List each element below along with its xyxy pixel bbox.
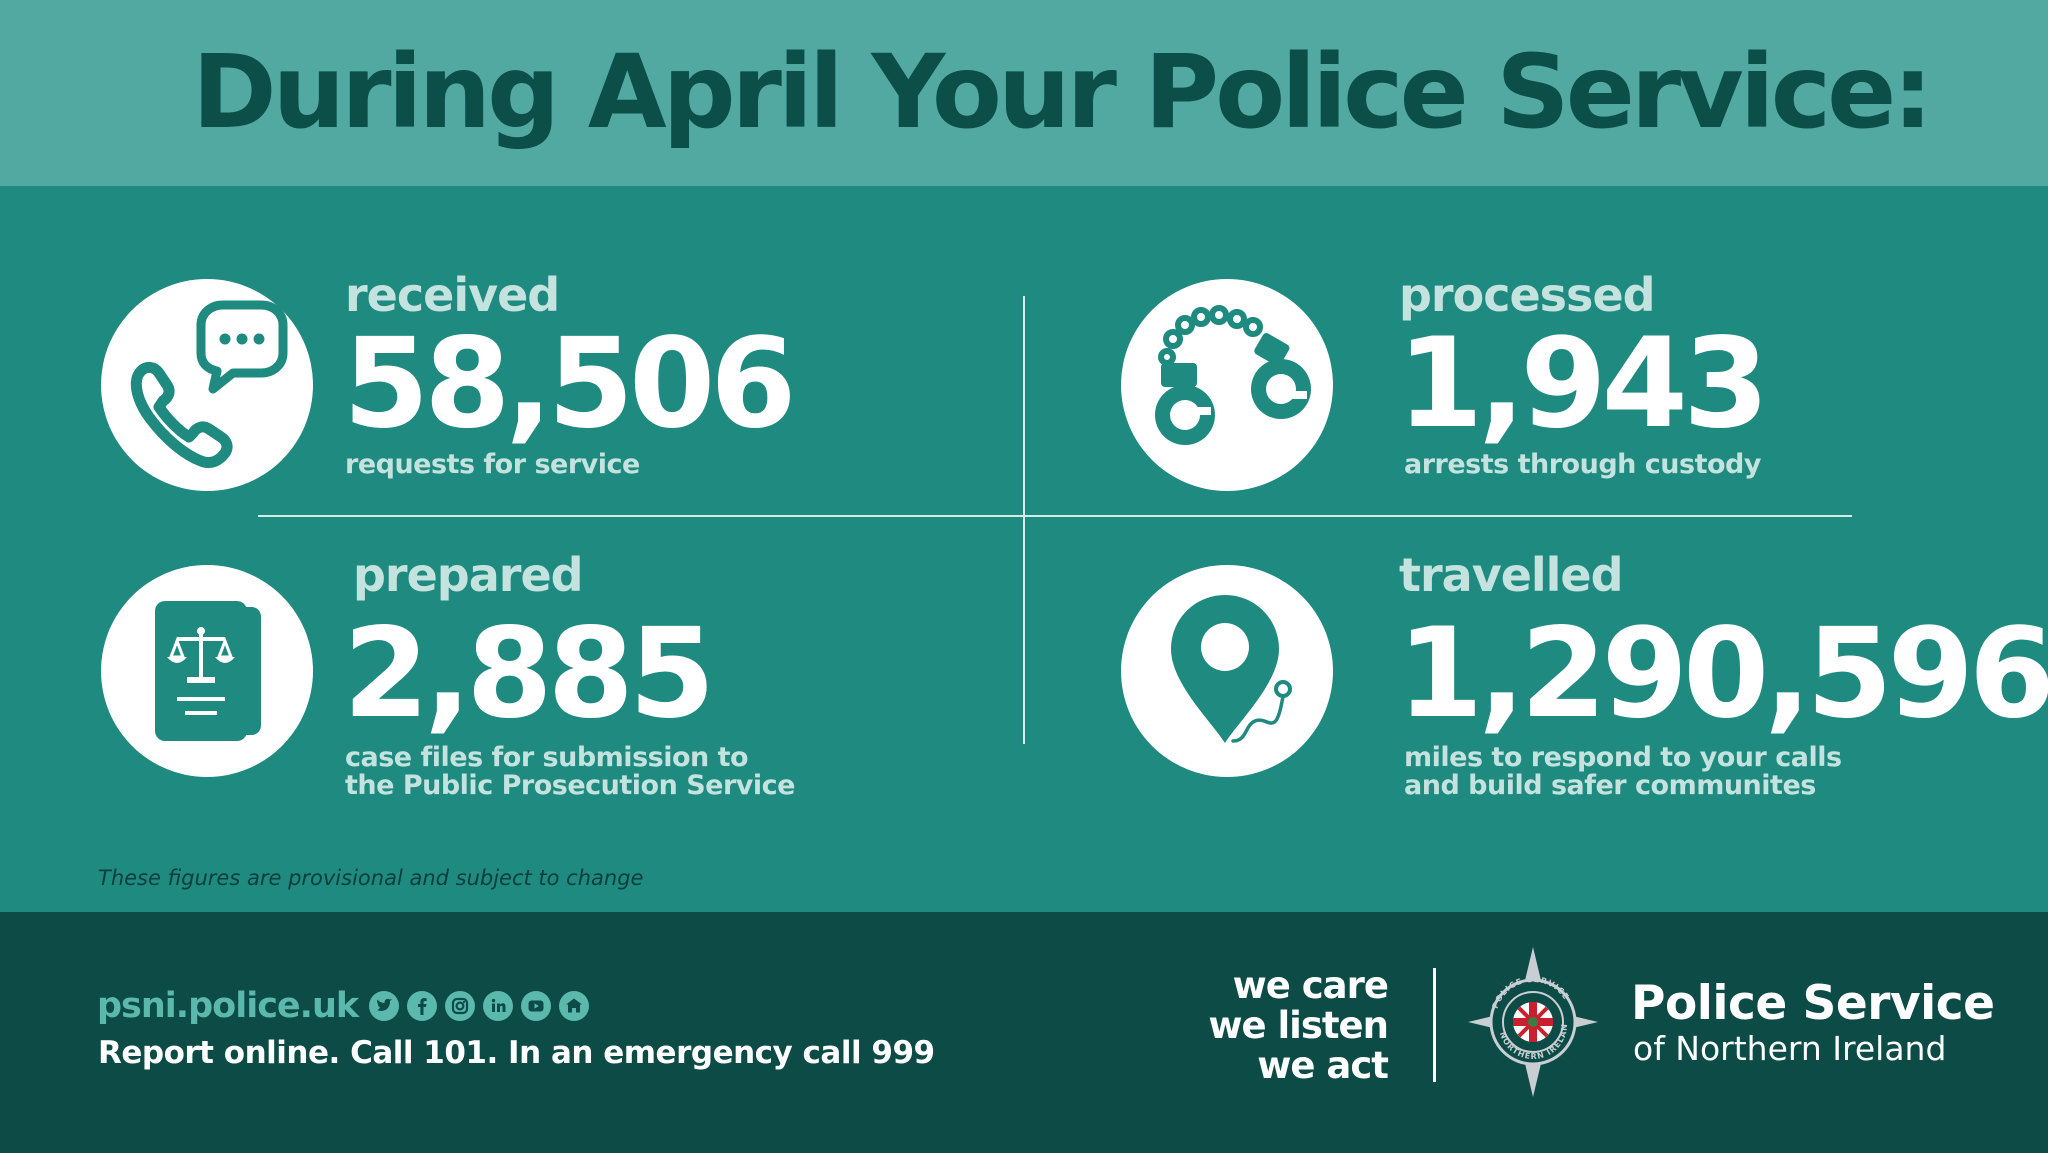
stat-travelled-value: 1,290,596 [1397, 602, 2048, 746]
handcuffs-icon [1121, 279, 1333, 491]
map-pin-icon [1121, 565, 1333, 777]
stat-processed-label: processed [1399, 268, 1656, 322]
stat-processed-desc: arrests through custody [1404, 449, 1761, 480]
linkedin-icon[interactable] [483, 991, 513, 1021]
stat-travelled-desc: miles to respond to your calls and build… [1404, 742, 1842, 802]
instagram-icon[interactable] [445, 991, 475, 1021]
twitter-icon[interactable] [369, 991, 399, 1021]
footer [0, 912, 2048, 1153]
page-title: During April Your Police Service: [192, 33, 1933, 152]
header-band [0, 0, 2048, 186]
stat-received-value: 58,506 [343, 312, 797, 456]
stat-travelled-label: travelled [1399, 548, 1624, 602]
stat-processed-value: 1,943 [1397, 312, 1769, 456]
disclaimer-note: These figures are provisional and subjec… [98, 866, 644, 890]
psni-crest-icon: NORTHERN IRELAND POLICE SERVICE [1462, 938, 1600, 1099]
youtube-icon[interactable] [521, 991, 551, 1021]
facebook-icon[interactable] [407, 991, 437, 1021]
report-info: Report online. Call 101. In an emergency… [98, 1035, 935, 1071]
footer-separator [1433, 968, 1436, 1082]
stat-received-label: received [345, 268, 560, 322]
slogan: we care we listen we act [1208, 964, 1389, 1087]
phone-chat-icon [101, 279, 313, 491]
legal-document-icon [101, 565, 313, 777]
website-link[interactable]: psni.police.uk [97, 986, 359, 1026]
nextdoor-icon[interactable] [559, 991, 589, 1021]
org-name-line2: of Northern Ireland [1633, 1029, 1947, 1068]
horizontal-divider [258, 515, 1852, 517]
stat-prepared-label: prepared [353, 548, 584, 602]
org-name-line1: Police Service [1631, 976, 1995, 1031]
vertical-divider [1023, 296, 1025, 744]
stat-prepared-desc: case files for submission to the Public … [345, 742, 795, 802]
stat-prepared-value: 2,885 [343, 602, 715, 746]
stat-received-desc: requests for service [345, 449, 640, 480]
